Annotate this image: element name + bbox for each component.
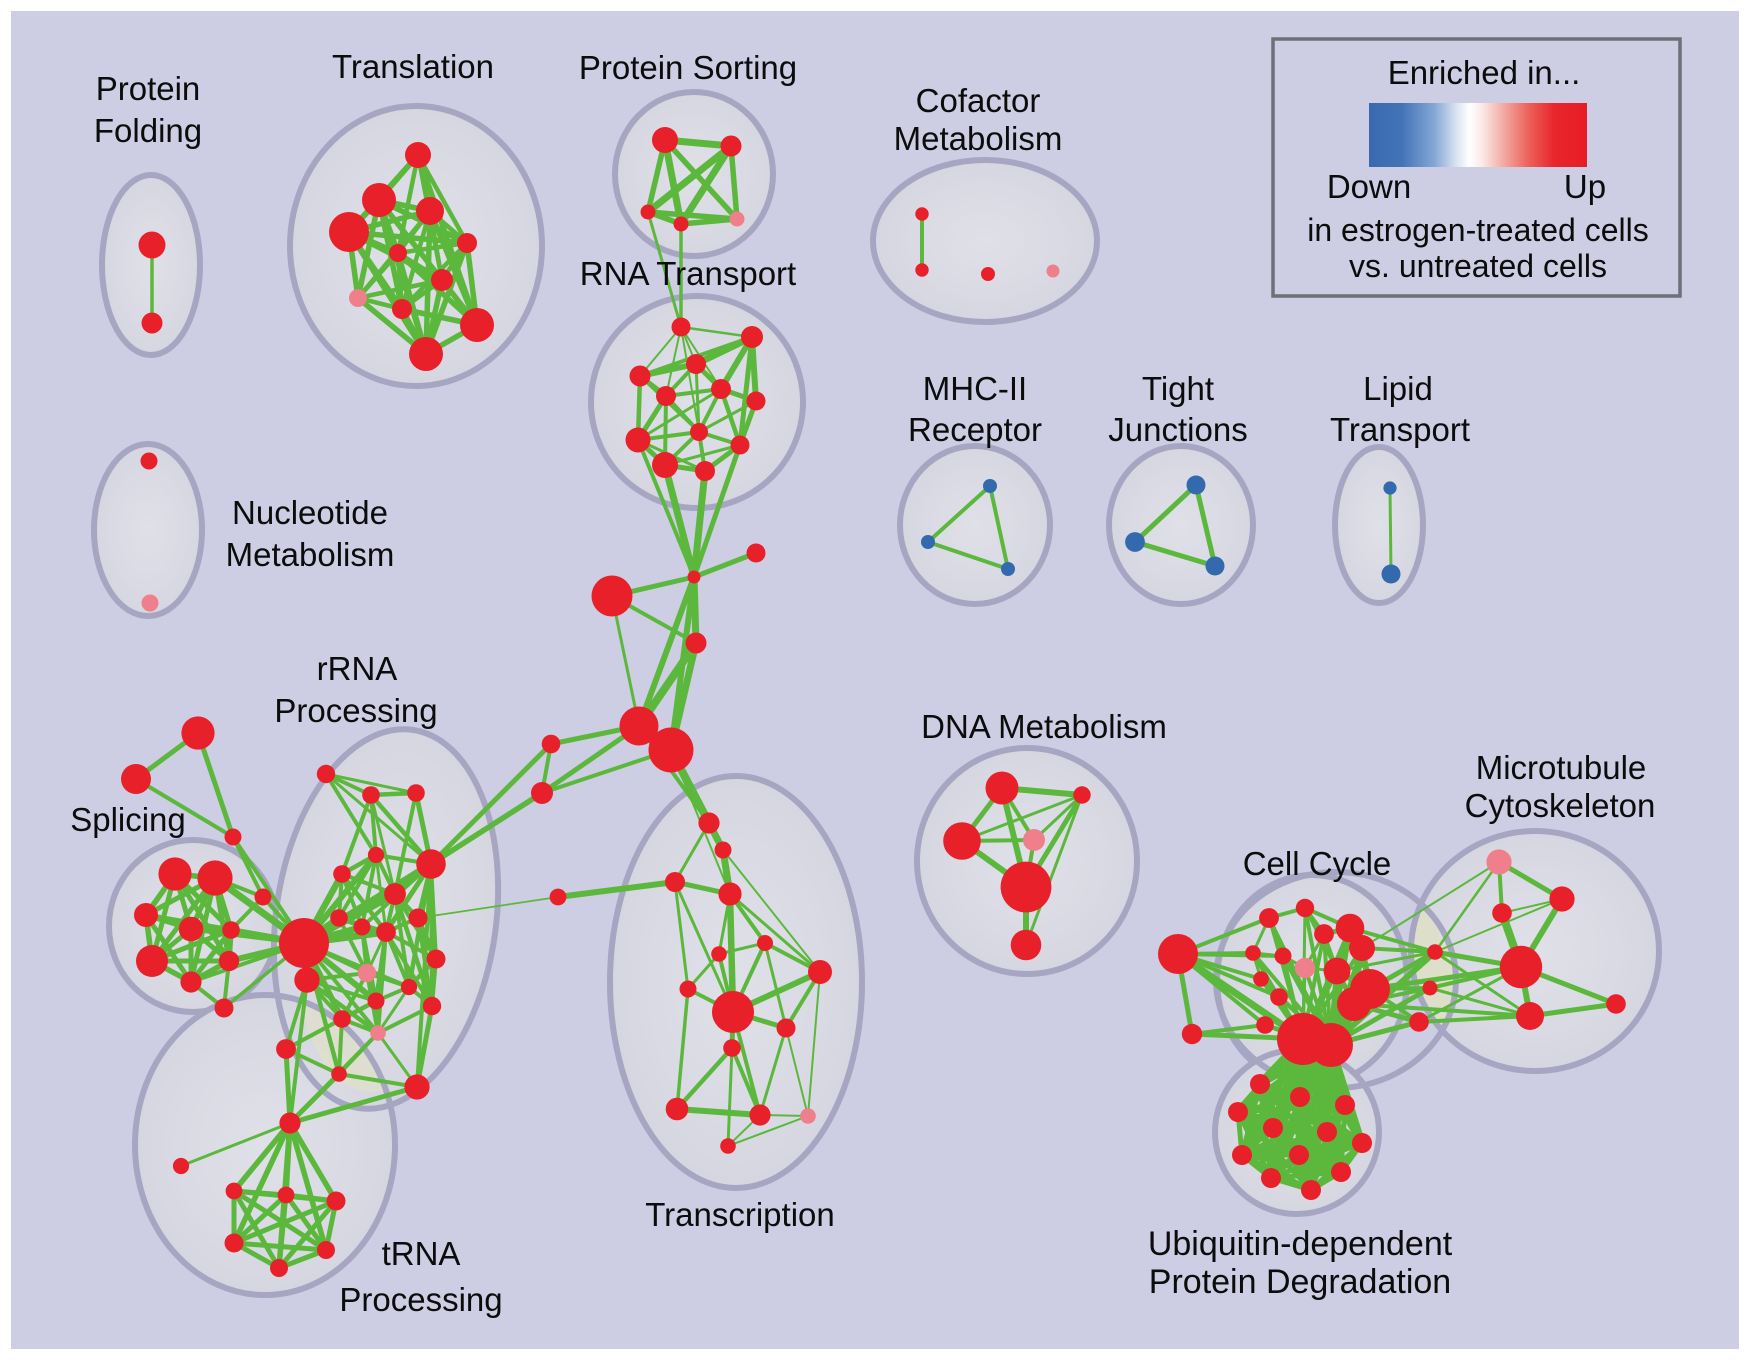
svg-text:Down: Down: [1327, 168, 1411, 205]
svg-text:Junctions: Junctions: [1108, 411, 1247, 448]
svg-text:Cell Cycle: Cell Cycle: [1243, 845, 1392, 882]
svg-text:Processing: Processing: [339, 1281, 502, 1318]
svg-text:Translation: Translation: [332, 48, 494, 85]
svg-text:MHC-II: MHC-II: [923, 370, 1027, 407]
svg-text:Transport: Transport: [1330, 411, 1470, 448]
svg-text:Metabolism: Metabolism: [226, 536, 395, 573]
svg-text:Receptor: Receptor: [908, 411, 1042, 448]
svg-text:Transcription: Transcription: [645, 1196, 835, 1233]
svg-text:Enriched in...: Enriched in...: [1388, 54, 1581, 91]
svg-text:RNA Transport: RNA Transport: [580, 255, 796, 292]
svg-text:Cytoskeleton: Cytoskeleton: [1465, 787, 1656, 824]
svg-text:rRNA: rRNA: [317, 650, 398, 687]
svg-text:Ubiquitin-dependent: Ubiquitin-dependent: [1148, 1225, 1453, 1263]
svg-text:Metabolism: Metabolism: [894, 120, 1063, 157]
svg-text:Protein Degradation: Protein Degradation: [1149, 1263, 1451, 1301]
svg-text:Lipid: Lipid: [1363, 370, 1433, 407]
svg-text:vs. untreated cells: vs. untreated cells: [1349, 248, 1607, 284]
svg-text:DNA Metabolism: DNA Metabolism: [921, 708, 1167, 745]
svg-text:Splicing: Splicing: [70, 801, 186, 838]
svg-text:tRNA: tRNA: [382, 1235, 461, 1272]
svg-text:Microtubule: Microtubule: [1476, 749, 1647, 786]
svg-text:Folding: Folding: [94, 112, 202, 149]
svg-text:Tight: Tight: [1142, 370, 1214, 407]
svg-text:Nucleotide: Nucleotide: [232, 494, 388, 531]
svg-text:Up: Up: [1564, 168, 1606, 205]
svg-text:Processing: Processing: [274, 692, 437, 729]
svg-text:in estrogen-treated cells: in estrogen-treated cells: [1307, 212, 1649, 248]
svg-text:Protein: Protein: [96, 70, 201, 107]
svg-text:Cofactor: Cofactor: [916, 82, 1041, 119]
svg-text:Protein Sorting: Protein Sorting: [579, 49, 797, 86]
